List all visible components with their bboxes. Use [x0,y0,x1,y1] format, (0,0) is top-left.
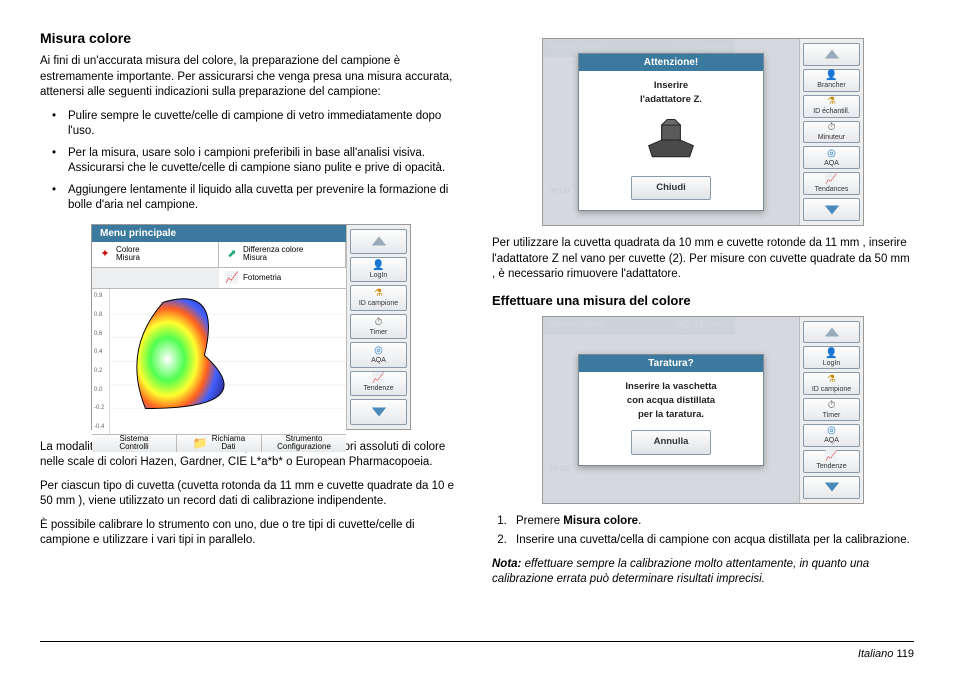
left-column: Misura colore Ai fini di un'accurata mis… [40,30,462,596]
cie-chart: 0.90.8 0.60.4 0.20.0 -0.2-0.4 [92,289,346,434]
dlg-line2: l'adattatore Z. [587,93,755,107]
step-2: Inserire una cuvetta/cella di campione c… [510,533,914,549]
dlg-title: Attenzione! [579,54,763,71]
screenshot-main-menu: Menu principale ✦ Colore Misura ⬈ Differ… [91,224,411,430]
sidebar-login[interactable]: 👤LogIn [803,346,860,369]
arrow-up-button[interactable] [350,229,407,254]
screenshot-taratura: Misura colore SQ: 11 mm o 25-AG Taratura… [542,316,864,504]
dlg-line1: Inserire [587,79,755,93]
btn-chiudi[interactable]: Chiudi [631,176,711,200]
footer-lang: Italiano [858,648,893,660]
arrow-up-button[interactable] [803,43,860,66]
shot1-titlebar: Menu principale [92,225,346,242]
dlg-title: Taratura? [579,355,763,372]
sidebar-login[interactable]: 👤LogIn [350,257,407,282]
clock-icon: ⏱ [828,401,836,411]
folder-icon: 📁 [193,437,208,450]
heading-effettuare: Effettuare una misura del colore [492,293,914,308]
dialog-taratura: Taratura? Inserire la vaschetta con acqu… [578,354,764,466]
note-text: Nota: effettuare sempre la calibrazione … [492,557,914,588]
aqa-icon: ◎ [827,149,836,159]
sidebar-id-campione[interactable]: ⚗ID campione [803,372,860,395]
trend-icon: 📈 [825,452,837,462]
btn-annulla[interactable]: Annulla [631,430,711,454]
shot1-sidebar: 👤LogIn ⚗ID campione ⏱Timer ◎AQA 📈Tendenz… [346,225,410,429]
clock-icon: ⏱ [828,123,836,133]
sidebar-timer[interactable]: ⏱Timer [803,398,860,421]
menu-differenza-colore[interactable]: ⬈ Differenza colore Misura [219,242,346,268]
flask-icon: ⚗ [827,375,836,385]
sidebar-tendenze[interactable]: 📈Tendenze [803,450,860,473]
dialog-attenzione: Attenzione! Inserire l'adattatore Z. [578,53,764,211]
aqa-icon: ◎ [374,346,383,356]
dlg-line1: Inserire la vaschetta [587,380,755,394]
sidebar-timer[interactable]: ⏱Timer [350,314,407,339]
arrow-down-button[interactable] [350,399,407,424]
clock-icon: ⏱ [375,318,383,328]
trend-icon: 📈 [372,374,384,384]
shot3-sidebar: 👤LogIn ⚗ID campione ⏱Timer ◎AQA 📈Tendenz… [799,317,863,503]
sidebar-id-echantill[interactable]: ⚗ID échantill. [803,95,860,118]
step-1: Premere Misura colore. [510,514,914,530]
dlg-line3: per la taratura. [587,408,755,422]
shot2-sidebar: 👤Brancher ⚗ID échantill. ⏱Minuteur ◎AQA … [799,39,863,225]
sidebar-aqa[interactable]: ◎AQA [803,146,860,169]
arrow-down-button[interactable] [803,198,860,221]
sidebar-aqa[interactable]: ◎AQA [803,424,860,447]
trend-icon: 📈 [825,175,837,185]
y-axis: 0.90.8 0.60.4 0.20.0 -0.2-0.4 [92,289,110,434]
right-column: Misura colore SQ: 11 mm o 05-LU Attenzio… [492,30,914,596]
arrow-up-button[interactable] [803,321,860,344]
para-cuvetta: Per ciascun tipo di cuvetta (cuvetta rot… [40,479,462,510]
person-icon: 👤 [825,71,837,81]
para-adattatore: Per utilizzare la cuvetta quadrata da 10… [492,236,914,283]
screenshot-attenzione: Misura colore SQ: 11 mm o 05-LU Attenzio… [542,38,864,226]
bullet-list: Pulire sempre le cuvette/celle di campio… [40,109,462,214]
sidebar-minuteur[interactable]: ⏱Minuteur [803,121,860,144]
steps-list: Premere Misura colore. Inserire una cuve… [510,514,914,549]
btn-sistema-controlli[interactable]: Sistema Controlli [92,435,177,452]
sidebar-brancher[interactable]: 👤Brancher [803,69,860,92]
person-icon: 👤 [825,349,837,359]
bullet-3: Aggiungere lentamente il liquido alla cu… [40,183,462,214]
menu-fotometria[interactable]: 📈 Fotometria [219,268,346,288]
sidebar-aqa[interactable]: ◎AQA [350,342,407,367]
axis-icon: ✦ [98,248,112,260]
sidebar-id-campione[interactable]: ⚗ID campione [350,285,407,310]
diff-icon: ⬈ [225,248,239,260]
btn-strumento-config[interactable]: Strumento Configurazione [262,435,346,452]
para-calibrare: È possibile calibrare lo strumento con u… [40,518,462,549]
person-icon: 👤 [372,261,384,271]
menu-colore-misura[interactable]: ✦ Colore Misura [92,242,219,268]
bullet-1: Pulire sempre le cuvette/celle di campio… [40,109,462,140]
heading-misura-colore: Misura colore [40,30,462,46]
footer-page: 119 [896,648,914,660]
aqa-icon: ◎ [827,426,836,436]
arrow-down-button[interactable] [803,476,860,499]
flask-icon: ⚗ [827,97,836,107]
chart-icon: 📈 [225,272,239,284]
page-footer: Italiano 119 [40,641,914,660]
btn-richiama-dati[interactable]: 📁 Richiama Dati [177,435,262,452]
bullet-2: Per la misura, usare solo i campioni pre… [40,146,462,177]
dlg-line2: con acqua distillata [587,394,755,408]
sidebar-tendenze[interactable]: 📈Tendenze [350,371,407,396]
sidebar-tendances[interactable]: 📈Tendances [803,172,860,195]
flask-icon: ⚗ [374,289,383,299]
intro-text: Ai fini di un'accurata misura del colore… [40,54,462,101]
